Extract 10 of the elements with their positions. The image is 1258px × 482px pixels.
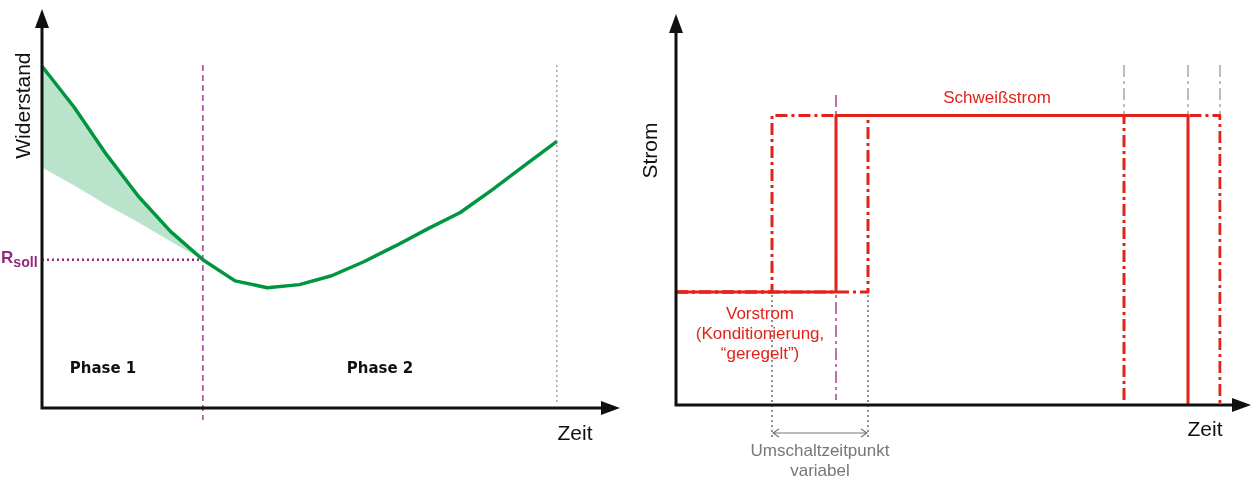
x-axis-title: Zeit (1187, 415, 1223, 441)
annotation: Vorstrom (Konditionierung, “geregelt”) (694, 304, 826, 364)
ref-line-label: R$_{soll}$ (1, 248, 38, 272)
y-axis-title: Strom (637, 122, 663, 179)
y-axis-title: Widerstand (9, 51, 35, 159)
x-axis-title: Zeit (557, 419, 593, 445)
annotation: Phase 2 (345, 359, 415, 377)
annotation: Phase 1 (68, 359, 138, 377)
text: Schweißstrom (942, 88, 1052, 108)
text: Umschaltzeitpunkt variabel (749, 441, 891, 481)
